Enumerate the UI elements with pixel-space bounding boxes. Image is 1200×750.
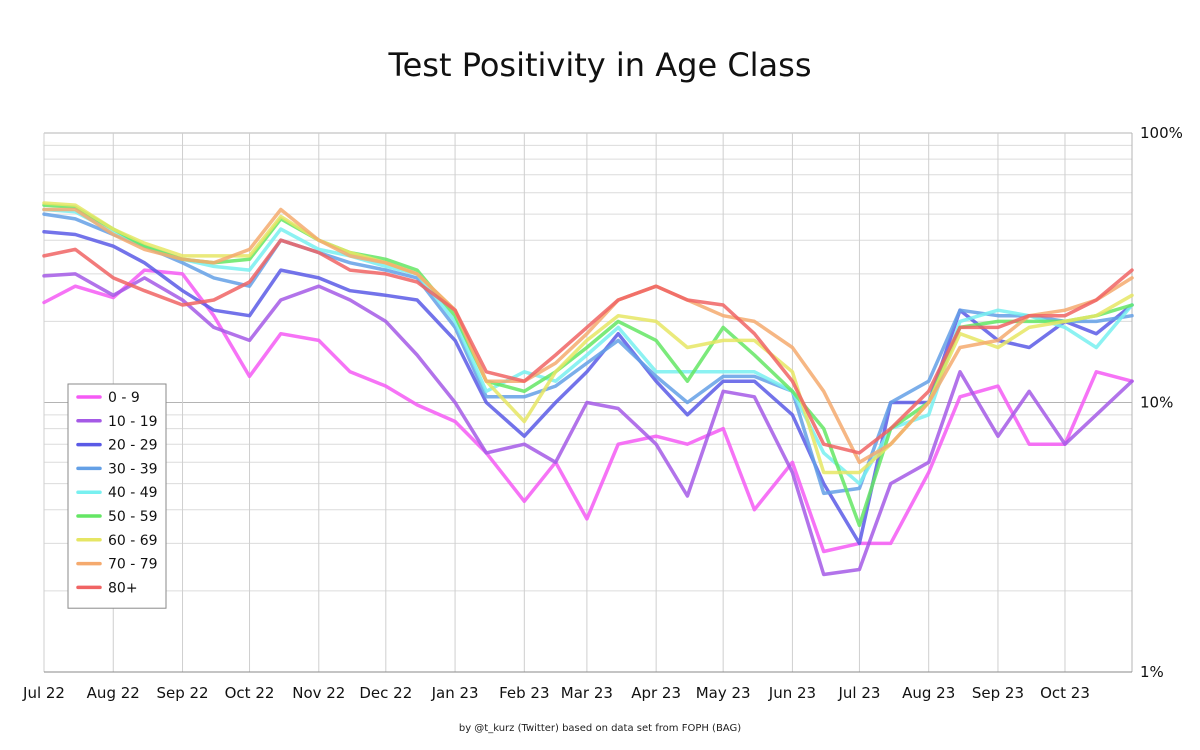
legend-label: 40 - 49 xyxy=(108,485,158,501)
legend-item: 10 - 19 xyxy=(76,414,158,430)
legend-item: 60 - 69 xyxy=(76,533,158,549)
legend-label: 0 - 9 xyxy=(108,390,140,406)
legend-item: 70 - 79 xyxy=(76,557,158,573)
series-line xyxy=(42,268,1134,554)
x-tick-label: Jul 22 xyxy=(22,684,65,702)
legend-item: 40 - 49 xyxy=(76,485,158,501)
x-tick-label: Dec 22 xyxy=(359,684,412,702)
legend-label: 60 - 69 xyxy=(108,533,158,549)
series-line xyxy=(42,272,1134,577)
legend-item: 80+ xyxy=(76,580,138,596)
y-tick-label: 1% xyxy=(1140,663,1164,681)
chart-title: Test Positivity in Age Class xyxy=(388,46,812,84)
series-line xyxy=(42,203,1134,528)
series-lines xyxy=(42,201,1134,577)
legend-label: 80+ xyxy=(108,580,138,596)
chart-credit: by @t_kurz (Twitter) based on data set f… xyxy=(459,723,741,734)
x-tick-label: Aug 23 xyxy=(902,684,955,702)
legend-label: 50 - 59 xyxy=(108,509,158,525)
x-tick-label: Jun 23 xyxy=(768,684,816,702)
legend-label: 30 - 39 xyxy=(108,461,158,477)
x-tick-label: Aug 22 xyxy=(87,684,140,702)
x-tick-label: Feb 23 xyxy=(499,684,549,702)
series-line xyxy=(42,207,1134,465)
y-tick-label: 10% xyxy=(1140,394,1173,412)
series-line xyxy=(42,230,1134,546)
x-tick-label: Jul 23 xyxy=(837,684,880,702)
x-tick-label: Oct 22 xyxy=(225,684,275,702)
series-line xyxy=(42,201,1134,475)
grid xyxy=(43,132,1133,673)
x-tick-label: Sep 22 xyxy=(156,684,208,702)
x-tick-label: Sep 23 xyxy=(972,684,1024,702)
series-line xyxy=(42,238,1134,455)
legend-item: 0 - 9 xyxy=(76,390,140,406)
legend-label: 20 - 29 xyxy=(108,438,158,454)
x-tick-label: May 23 xyxy=(696,684,751,702)
series-line xyxy=(42,212,1134,496)
y-axis-ticks: 100% 10% 1% xyxy=(1140,124,1183,681)
x-tick-label: Jan 23 xyxy=(431,684,479,702)
y-tick-label: 100% xyxy=(1140,124,1183,142)
x-tick-label: Apr 23 xyxy=(631,684,681,702)
legend-label: 70 - 79 xyxy=(108,557,158,573)
x-tick-label: Oct 23 xyxy=(1040,684,1090,702)
legend-item: 30 - 39 xyxy=(76,461,158,477)
x-tick-label: Mar 23 xyxy=(561,684,613,702)
legend-label: 10 - 19 xyxy=(108,414,158,430)
legend-item: 20 - 29 xyxy=(76,438,158,454)
x-axis-ticks: Jul 22 Aug 22 Sep 22 Oct 22 Nov 22 Dec 22 Jan … xyxy=(22,684,1090,702)
x-tick-label: Nov 22 xyxy=(292,684,345,702)
legend: 0 - 9 10 - 19 20 - 29 30 - 39 40 - 49 50 - 59… xyxy=(67,383,167,609)
legend-item: 50 - 59 xyxy=(76,509,158,525)
